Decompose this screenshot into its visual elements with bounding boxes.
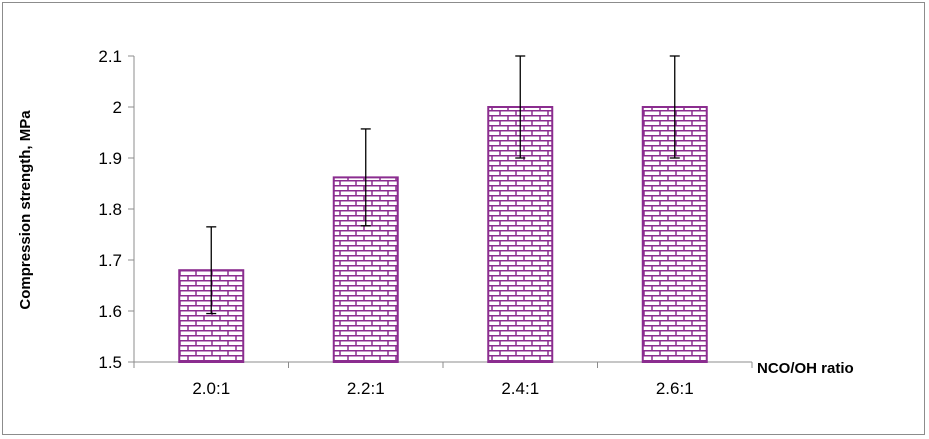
x-axis-title: NCO/OH ratio — [757, 360, 854, 377]
x-axis: 2.0:1 2.2:1 2.4:1 2.6:1 — [133, 361, 753, 398]
y-tick-label: 2 — [113, 98, 122, 117]
chart-frame — [2, 2, 925, 435]
error-bar — [360, 128, 371, 227]
error-bars — [206, 55, 680, 315]
y-tick-label: 1.6 — [98, 302, 122, 321]
error-bar — [515, 55, 526, 159]
y-tick-label: 2.1 — [98, 47, 122, 66]
x-tick-label: 2.2:1 — [347, 379, 385, 398]
y-axis-title: Compression strength, MPa — [17, 110, 34, 310]
error-bar — [669, 55, 680, 159]
x-tick-label: 2.6:1 — [656, 379, 694, 398]
error-bar — [206, 226, 217, 315]
y-axis: 1.5 1.6 1.7 1.8 1.9 2 2.1 — [98, 47, 135, 372]
bars — [178, 106, 708, 364]
x-tick-label: 2.0:1 — [192, 379, 230, 398]
x-tick-label: 2.4:1 — [501, 379, 539, 398]
y-tick-label: 1.9 — [98, 149, 122, 168]
y-tick-label: 1.7 — [98, 251, 122, 270]
y-tick-label: 1.8 — [98, 200, 122, 219]
y-tick-label: 1.5 — [98, 353, 122, 372]
